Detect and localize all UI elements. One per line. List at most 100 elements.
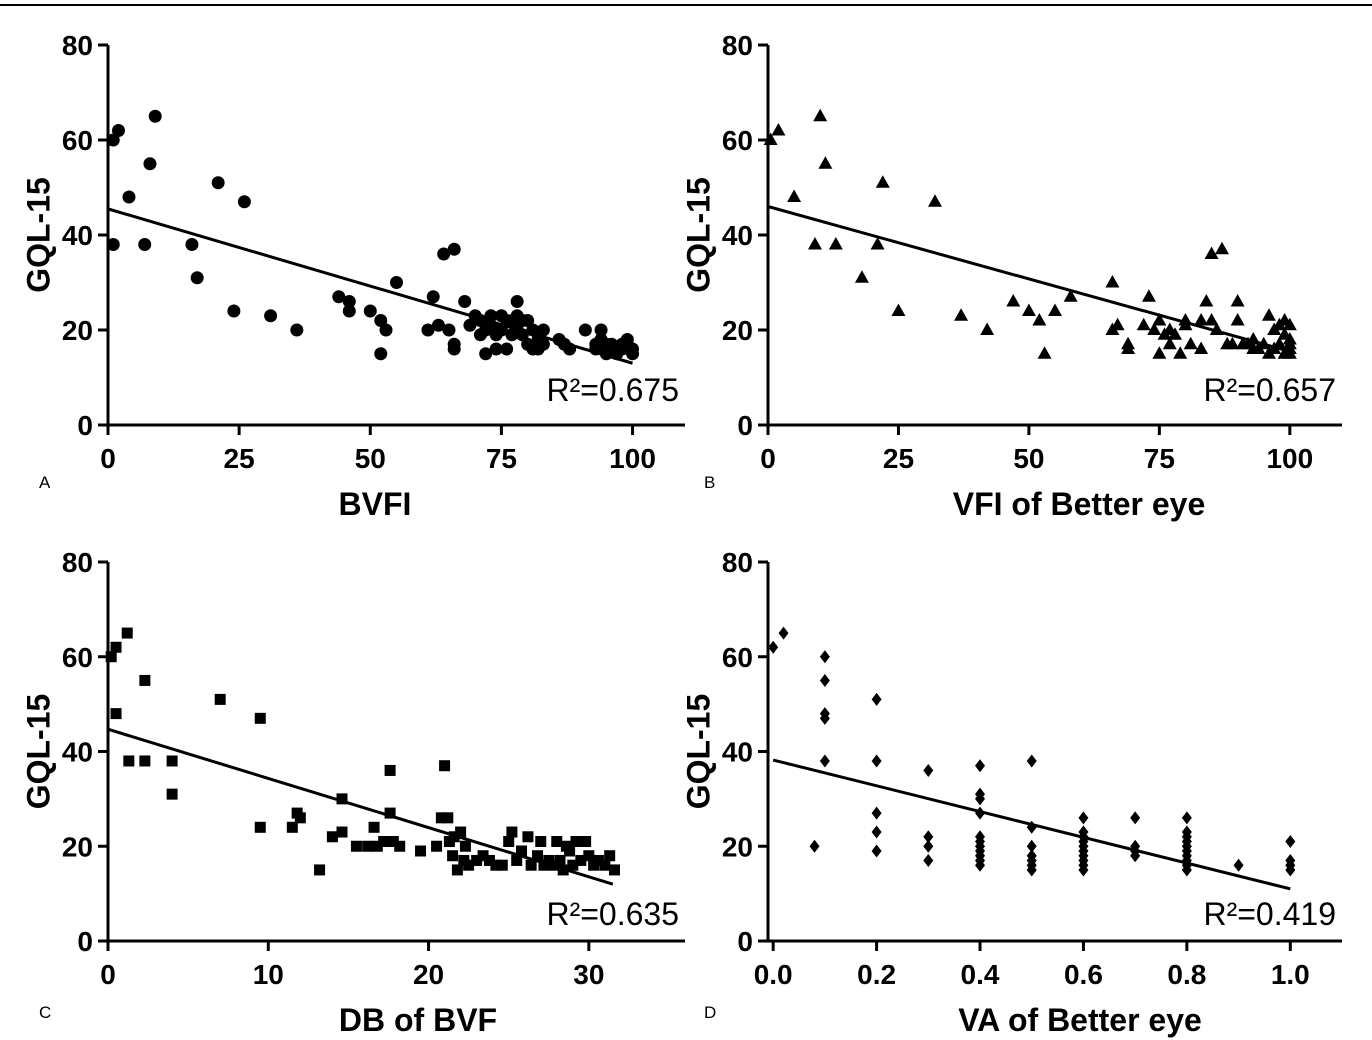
panel-c-point [362, 840, 374, 852]
panel-b-point [1141, 289, 1156, 302]
panel-b-point [1183, 336, 1198, 350]
panel-d-fit-line [772, 758, 1291, 891]
panel-c-label: C [39, 1003, 51, 1022]
panel-c-point [516, 845, 528, 857]
panel-c-point [592, 854, 604, 866]
panel-c-point [371, 840, 383, 852]
panel-d-point [1285, 835, 1296, 849]
panel-b-point [787, 189, 802, 202]
panel-a-point [426, 290, 440, 304]
panel-c-fit-line [107, 727, 614, 886]
panel-b-point [1110, 317, 1125, 331]
panel-b-point [1230, 313, 1245, 326]
panel-c-point [384, 764, 396, 776]
panel-a-x-tick-label: 50 [355, 443, 386, 474]
panel-d-point [1181, 811, 1192, 825]
panel-a-point [479, 347, 493, 361]
panel-a-x-tick-label: 100 [609, 443, 656, 474]
panel-a-point [379, 323, 393, 337]
panel-b-point [1282, 317, 1297, 331]
panel-a-point [510, 295, 524, 308]
panel-d-x-tick-label: 1.0 [1271, 959, 1310, 990]
panel-b-point [854, 270, 869, 283]
panel-c-point [570, 836, 582, 848]
panel-a-x-tick-label: 75 [486, 443, 517, 474]
panel-c-point [604, 850, 616, 862]
panel-a-point [484, 309, 498, 323]
panel-a-point [111, 124, 125, 137]
panel-c-point [583, 850, 595, 862]
panel-d-point [871, 806, 882, 820]
panel-c-point [471, 854, 483, 866]
panel-d-y-tick-label: 60 [722, 642, 753, 673]
panel-a-point [431, 318, 445, 332]
panel-b-point [875, 175, 890, 188]
panel-d-point [923, 763, 934, 777]
panel-d-point [1181, 863, 1192, 877]
panel-b-point [1168, 327, 1183, 340]
panel-c-point [463, 859, 475, 871]
panel-c-x-axis-title: DB of BVF [339, 1002, 497, 1038]
panel-a-y-axis-title: GQL-15 [21, 177, 57, 293]
panel-b-point [771, 123, 786, 136]
panel-b-point [1032, 313, 1047, 326]
panel-c-point [214, 693, 226, 705]
panel-b-point [1204, 313, 1219, 326]
panel-d-x-tick-label: 0.4 [961, 959, 1000, 990]
panel-c-point [431, 840, 443, 852]
panel-a-point [227, 304, 241, 318]
panel-b-point [1063, 289, 1078, 302]
panel-c-point [326, 831, 338, 843]
panel-a-point [447, 342, 461, 356]
panel-d-point [1026, 863, 1037, 877]
panel-a-point [211, 176, 225, 190]
panel-c-point [384, 807, 396, 819]
panel-c-y-axis-title: GQL-15 [21, 694, 57, 810]
panel-b-point [1152, 313, 1167, 326]
panel-c-point [394, 840, 406, 852]
panel-b-point [891, 303, 906, 316]
panel-a-point [374, 314, 388, 327]
panel-b-x-tick-label: 0 [760, 443, 776, 474]
panel-d-point [768, 640, 779, 654]
panel-d-point [975, 759, 986, 773]
panel-b-y-tick-label: 20 [722, 315, 753, 346]
panel-b-point [927, 194, 942, 207]
panel-c-point [123, 755, 135, 767]
panel-d-y-tick-label: 0 [737, 926, 753, 957]
panel-b-point [1006, 294, 1021, 307]
panel-a-point [122, 190, 136, 204]
panel-a-point [463, 318, 477, 332]
panel-b-point [1214, 241, 1229, 255]
panel-c-point [139, 674, 151, 686]
panel-a-y-tick-label: 80 [62, 30, 93, 61]
panel-a-point [237, 195, 251, 209]
panel-b-point [1225, 336, 1240, 350]
panel-a-point [264, 309, 278, 323]
panel-a-point [148, 109, 162, 123]
panel-d-point [1026, 754, 1037, 768]
panel-a-point [363, 304, 377, 318]
panel-d-point [923, 839, 934, 853]
panel-a-point [342, 295, 356, 308]
panel-b-point [1204, 246, 1219, 259]
panel-a-y-tick-label: 20 [62, 315, 93, 346]
panel-c-point [483, 854, 495, 866]
panel-c-r-squared: R²=0.635 [546, 896, 679, 932]
panel-a-point [594, 323, 608, 337]
panel-b-point [828, 237, 843, 250]
panel-d-point [819, 754, 830, 768]
panel-c-point [535, 836, 547, 848]
panel-b-point [1037, 346, 1052, 359]
panel-a-point [390, 276, 403, 289]
panel-b-x-tick-label: 100 [1266, 443, 1313, 474]
panel-c-point [166, 788, 178, 800]
panel-a-point [536, 323, 550, 337]
panel-c-x-tick-label: 0 [100, 959, 116, 990]
panel-c-point [564, 845, 576, 857]
panel-a-y-tick-label: 60 [62, 125, 93, 156]
panel-b-point [1121, 341, 1136, 354]
panel-c-y-tick-label: 80 [62, 547, 93, 578]
panel-b-point [1136, 317, 1151, 331]
